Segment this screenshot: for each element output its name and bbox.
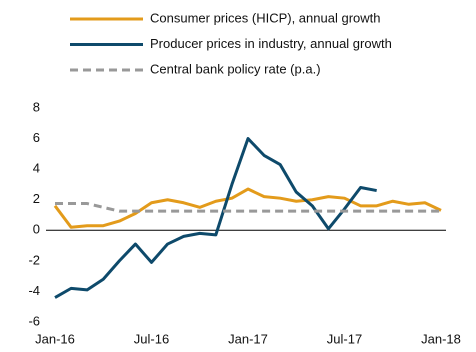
series-line — [54, 137, 377, 299]
legend-label: Producer prices in industry, annual grow… — [150, 36, 392, 51]
legend-label: Consumer prices (HICP), annual growth — [150, 10, 380, 25]
series-line — [53, 187, 442, 229]
x-tick-label: Jan-18 — [421, 331, 461, 346]
x-tick-label: Jan-16 — [35, 331, 75, 346]
x-tick-label: Jul-16 — [134, 331, 169, 346]
y-tick-label: -4 — [28, 283, 40, 298]
y-tick-label: -6 — [28, 313, 40, 328]
y-tick-label: -2 — [28, 252, 40, 267]
x-tick-label: Jul-17 — [327, 331, 362, 346]
legend-label: Central bank policy rate (p.a.) — [150, 61, 321, 76]
series-line — [55, 202, 441, 213]
y-tick-label: 2 — [33, 191, 40, 206]
y-tick-label: 4 — [33, 161, 40, 176]
y-tick-label: 8 — [33, 99, 40, 114]
y-tick-label: 6 — [33, 130, 40, 145]
y-tick-label: 0 — [33, 222, 40, 237]
x-tick-label: Jan-17 — [228, 331, 268, 346]
